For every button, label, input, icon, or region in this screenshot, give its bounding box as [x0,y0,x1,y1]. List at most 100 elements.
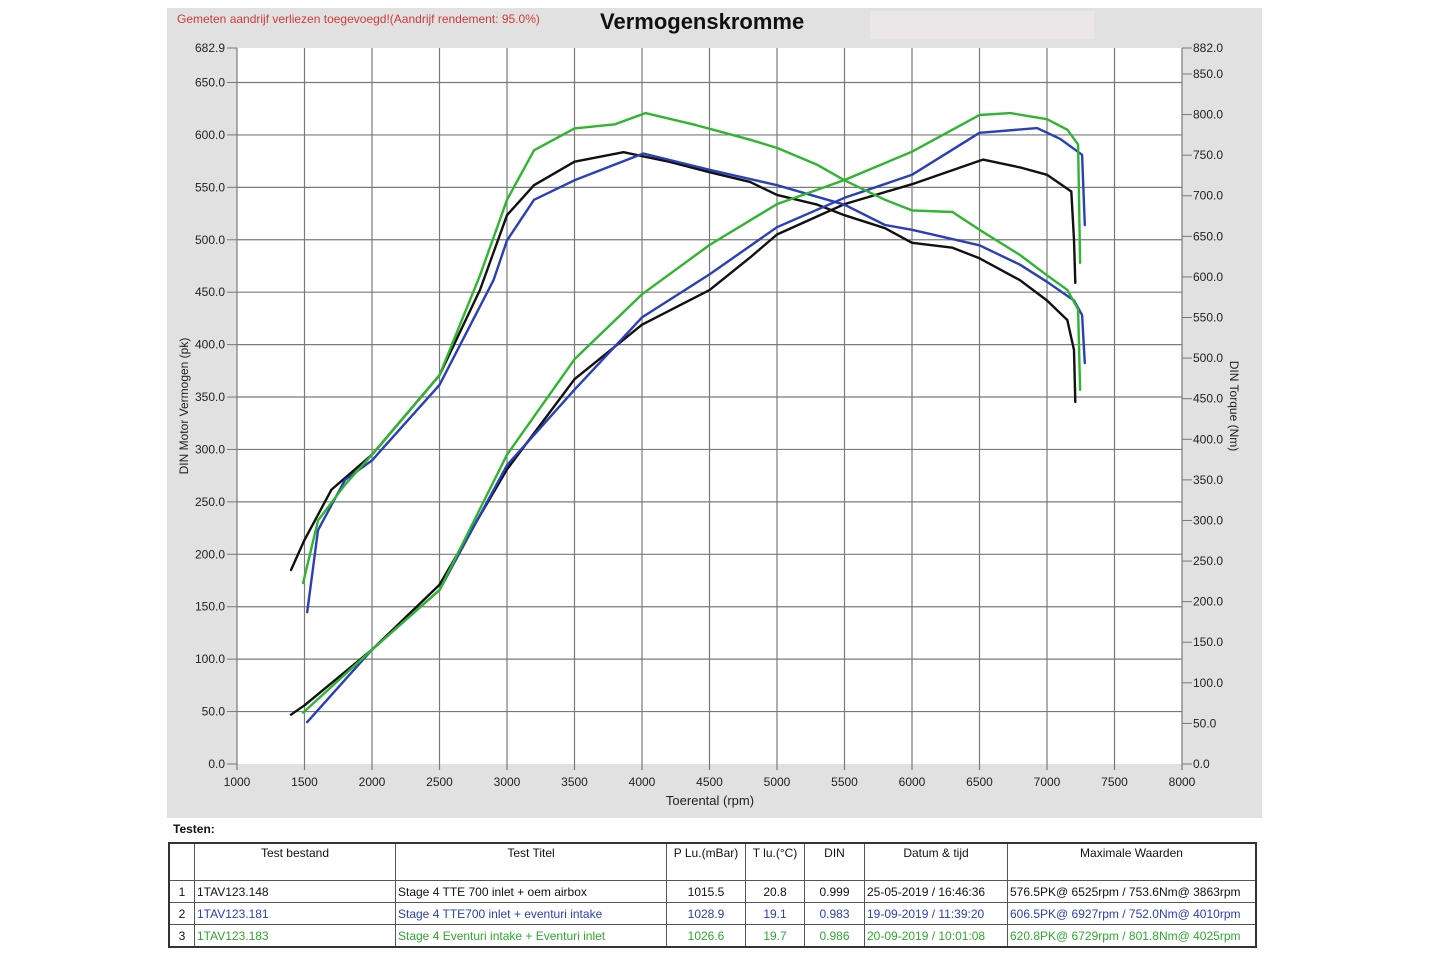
col-test-file: Test bestand [194,842,396,881]
x-tick-label: 2500 [426,775,453,789]
axis-ticks: 1000 1500 2000 2500 3000 3500 4000 4500 5000 5500… [195,41,1223,789]
din: 0.986 [804,924,865,948]
y-right-tick-label: 882.0 [1193,41,1223,55]
col-pressure: P Lu.(mBar) [666,842,746,881]
y-left-tick-label: 600.0 [195,128,225,142]
y-right-tick-label: 800.0 [1193,108,1223,122]
tests-label: Testen: [173,822,215,836]
table-header-row: Test bestand Test Titel P Lu.(mBar) T lu… [168,842,1257,881]
y-right-tick-label: 350.0 [1193,473,1223,487]
x-tick-label: 4500 [696,775,723,789]
x-tick-label: 3000 [494,775,521,789]
y-right-tick-label: 700.0 [1193,189,1223,203]
y-left-tick-label: 400.0 [195,338,225,352]
pressure: 1026.6 [666,924,746,948]
y-left-tick-label: 650.0 [195,75,225,89]
series-line [289,158,1077,716]
y-axis-right-label: DIN Torque (Nm) [1227,361,1241,451]
drivetrain-loss-notice: Gemeten aandrijf verliezen toegevoegd!(A… [177,12,540,26]
grid [236,48,1183,770]
x-tick-label: 7500 [1101,775,1128,789]
y-left-tick-label: 550.0 [195,180,225,194]
series-lines [289,111,1086,724]
col-test-title: Test Titel [395,842,667,881]
pressure: 1028.9 [666,902,746,925]
x-tick-label: 1000 [224,775,251,789]
title-box [870,11,1094,39]
y-left-tick-label: 200.0 [195,547,225,561]
y-axis-left-label: DIN Motor Vermogen (pk) [177,338,191,475]
col-datetime: Datum & tijd [864,842,1008,881]
y-left-tick-label: 250.0 [195,495,225,509]
y-right-tick-label: 550.0 [1193,311,1223,325]
y-left-tick-label: 450.0 [195,285,225,299]
x-tick-label: 4000 [629,775,656,789]
y-left-tick-label: 682.9 [195,41,225,55]
x-tick-label: 3500 [561,775,588,789]
row-index: 2 [168,902,195,925]
x-tick-label: 5500 [831,775,858,789]
series-line [301,111,1082,585]
max-values: 576.5PK@ 6525rpm / 753.6Nm@ 3863rpm [1007,880,1257,903]
test-title: Stage 4 TTE 700 inlet + oem airbox [395,880,667,903]
max-values: 606.5PK@ 6927rpm / 752.0Nm@ 4010rpm [1007,902,1257,925]
series-line [306,126,1086,724]
y-right-tick-label: 650.0 [1193,229,1223,243]
x-tick-label: 7000 [1034,775,1061,789]
chart-title: Vermogenskromme [600,9,805,34]
x-axis-label: Toerental (rpm) [666,793,754,808]
y-right-tick-label: 500.0 [1193,351,1223,365]
col-index [168,842,195,881]
y-left-tick-label: 300.0 [195,442,225,456]
test-file: 1TAV123.183 [194,924,396,948]
y-right-tick-label: 0.0 [1193,757,1210,771]
table-row[interactable]: 2 1TAV123.181 Stage 4 TTE700 inlet + eve… [168,902,1257,925]
x-tick-label: 6500 [966,775,993,789]
y-right-tick-label: 850.0 [1193,67,1223,81]
y-right-tick-label: 300.0 [1193,513,1223,527]
temperature: 19.7 [745,924,805,948]
x-tick-label: 6000 [899,775,926,789]
y-right-tick-label: 200.0 [1193,595,1223,609]
table-row[interactable]: 1 1TAV123.148 Stage 4 TTE 700 inlet + oe… [168,880,1257,903]
datetime: 19-09-2019 / 11:39:20 [864,902,1008,925]
y-left-tick-label: 150.0 [195,600,225,614]
test-file: 1TAV123.148 [194,880,396,903]
y-right-tick-label: 50.0 [1193,716,1217,730]
din: 0.983 [804,902,865,925]
x-tick-label: 5000 [764,775,791,789]
x-tick-label: 8000 [1169,775,1196,789]
series-line [306,152,1086,614]
y-right-tick-label: 600.0 [1193,270,1223,284]
col-max-values: Maximale Waarden [1007,842,1257,881]
y-right-tick-label: 750.0 [1193,148,1223,162]
y-right-tick-label: 450.0 [1193,392,1223,406]
row-index: 3 [168,924,195,948]
temperature: 19.1 [745,902,805,925]
power-torque-chart: 1000 1500 2000 2500 3000 3500 4000 4500 5000 5500… [177,41,1241,808]
y-left-tick-label: 100.0 [195,652,225,666]
test-title: Stage 4 Eventuri intake + Eventuri inlet [395,924,667,948]
table-row[interactable]: 3 1TAV123.183 Stage 4 Eventuri intake + … [168,924,1257,948]
y-right-tick-label: 150.0 [1193,635,1223,649]
datetime: 25-05-2019 / 16:46:36 [864,880,1008,903]
y-right-tick-label: 100.0 [1193,676,1223,690]
row-index: 1 [168,880,195,903]
y-left-tick-label: 0.0 [208,757,225,771]
y-left-tick-label: 500.0 [195,233,225,247]
test-file: 1TAV123.181 [194,902,396,925]
max-values: 620.8PK@ 6729rpm / 801.8Nm@ 4025rpm [1007,924,1257,948]
y-left-tick-label: 350.0 [195,390,225,404]
tests-table: Test bestand Test Titel P Lu.(mBar) T lu… [168,842,1257,948]
y-left-tick-label: 50.0 [202,705,226,719]
col-temperature: T lu.(°C) [745,842,805,881]
series-line [301,111,1082,714]
x-tick-label: 2000 [359,775,386,789]
test-title: Stage 4 TTE700 inlet + eventuri intake [395,902,667,925]
datetime: 20-09-2019 / 10:01:08 [864,924,1008,948]
pressure: 1015.5 [666,880,746,903]
col-din: DIN [804,842,865,881]
din: 0.999 [804,880,865,903]
x-tick-label: 1500 [291,775,318,789]
y-right-tick-label: 400.0 [1193,432,1223,446]
